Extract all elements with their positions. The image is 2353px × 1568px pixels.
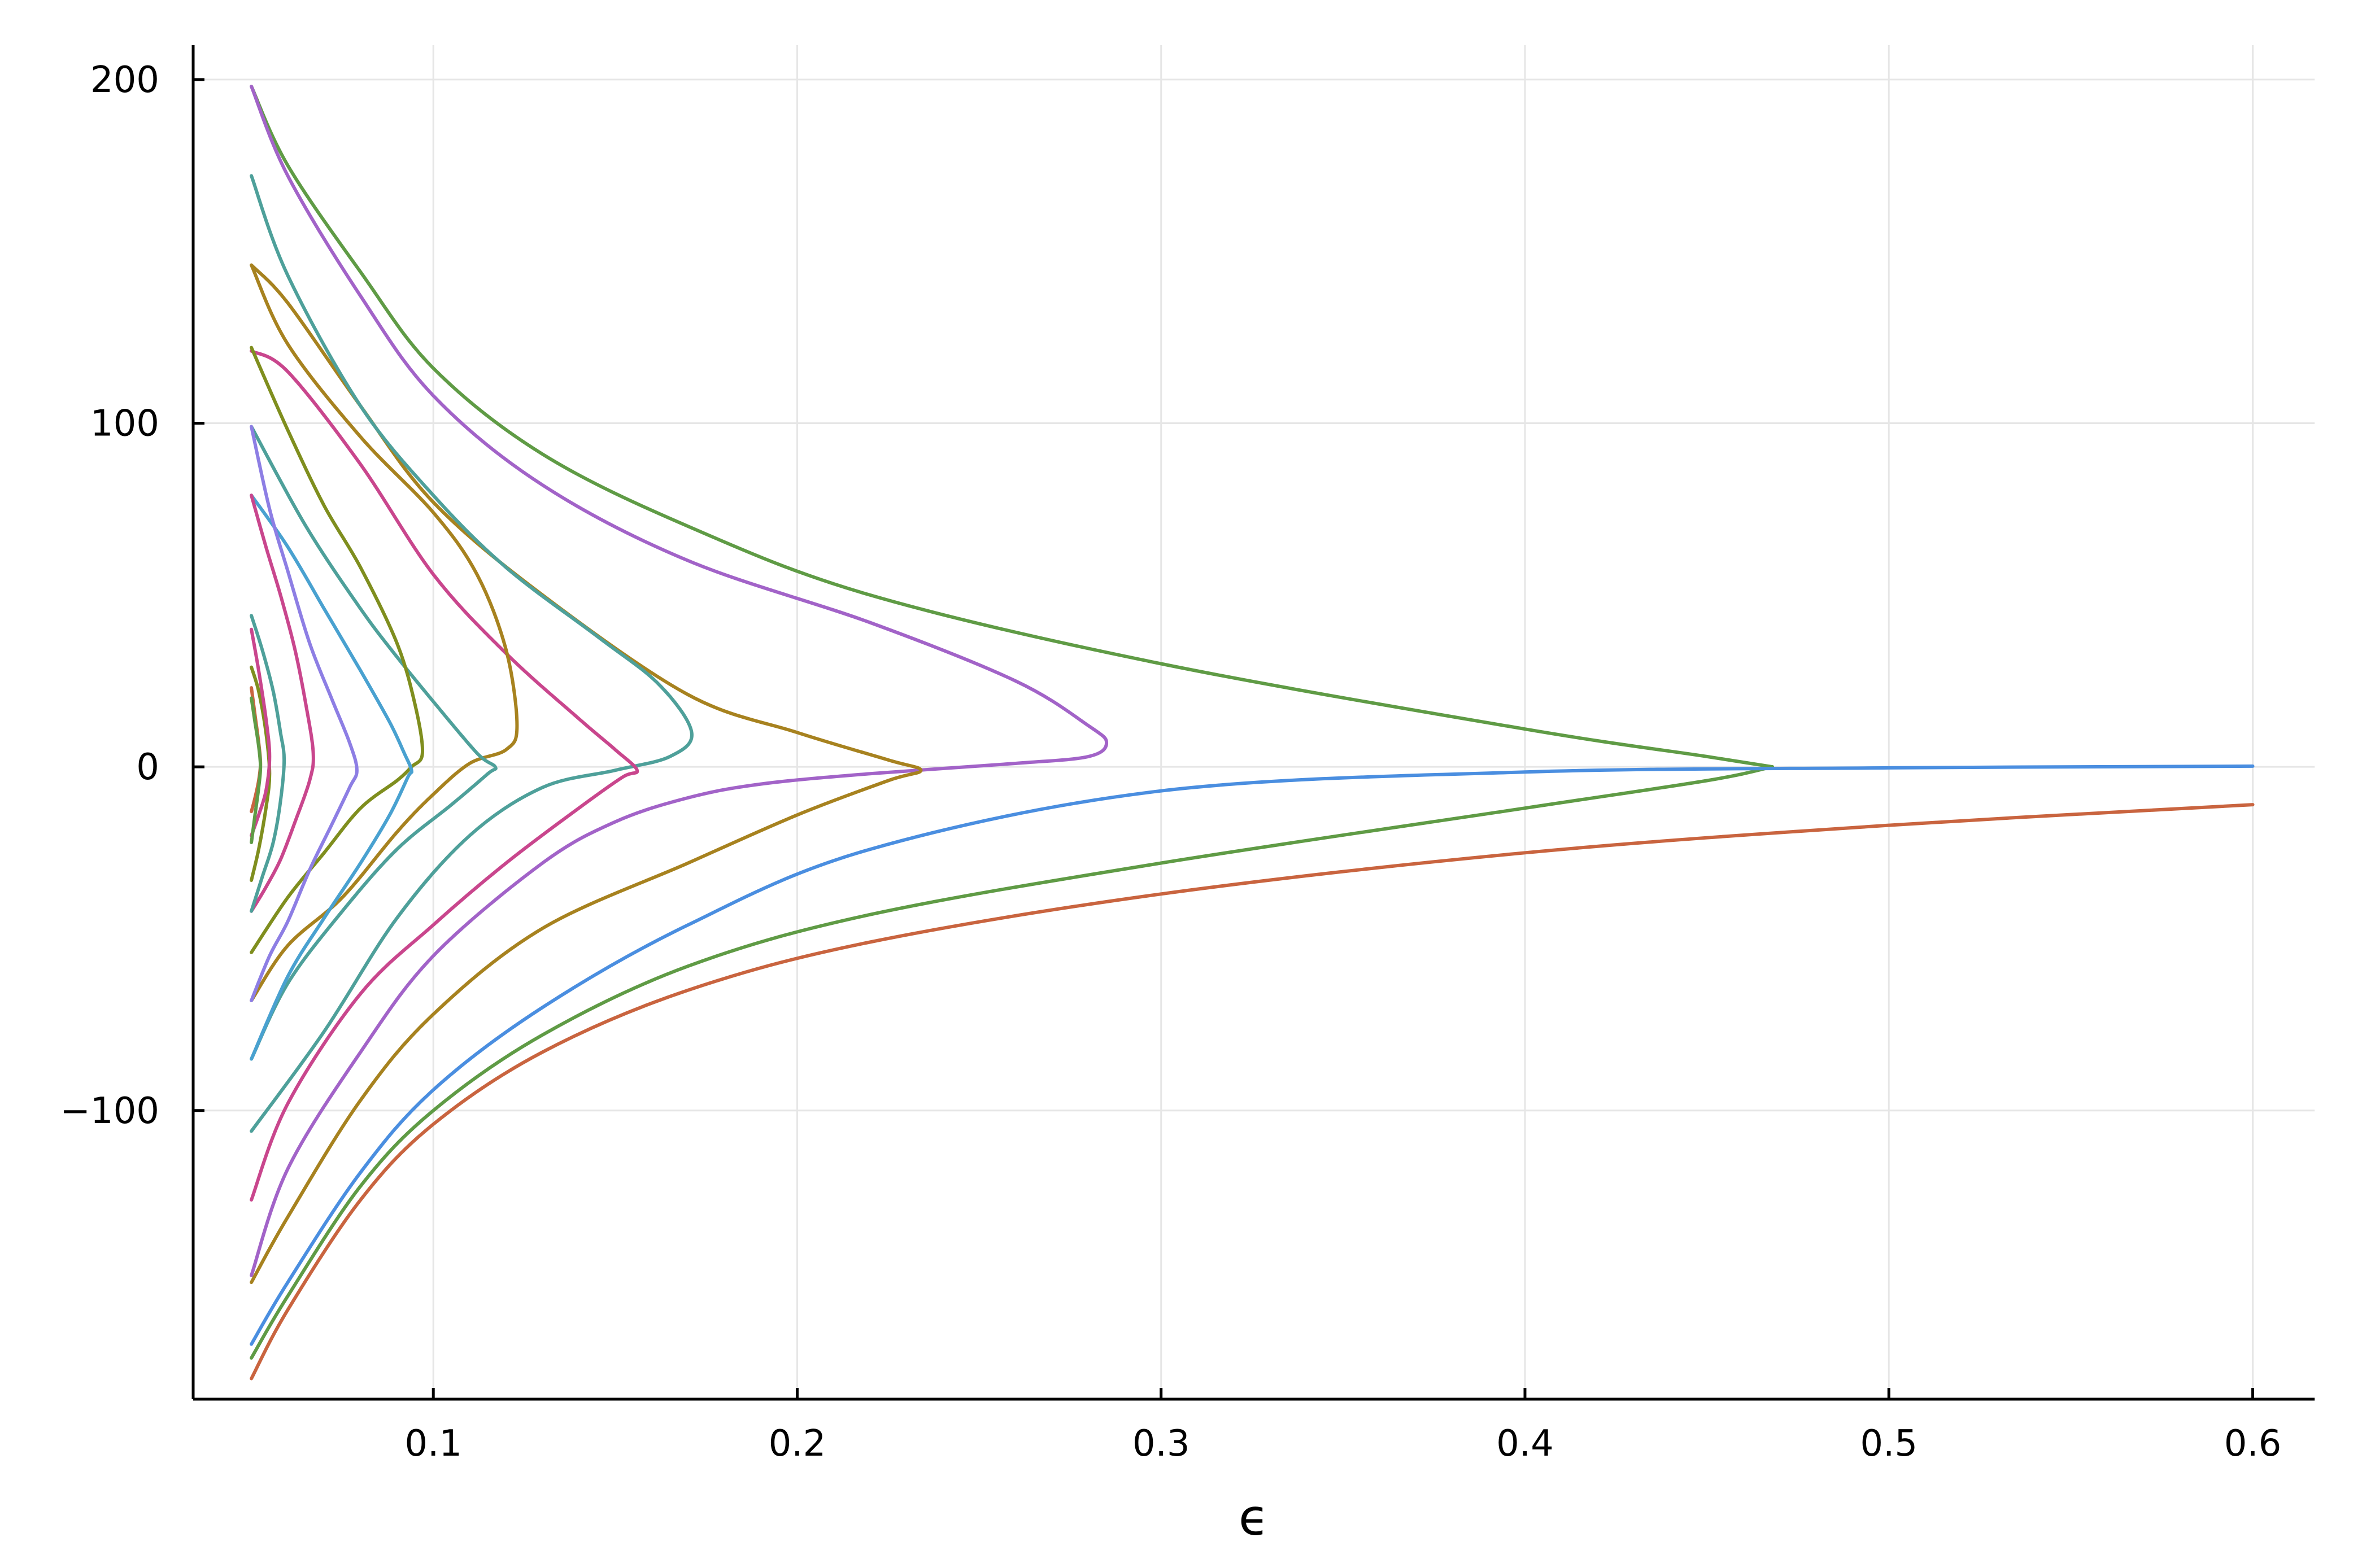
series-line-14 [250,493,315,913]
y-tick-label: −100 [60,1090,159,1132]
series-line-6 [250,263,923,1285]
series-line-17 [250,627,272,837]
y-tick-label: 100 [90,403,159,444]
x-tick-label: 0.2 [769,1423,826,1465]
x-axis-label: ϵ [1239,1488,1269,1547]
x-tick-label: 0.4 [1496,1423,1554,1465]
series-line-7 [250,174,694,1133]
series-line-15 [250,614,286,913]
series-line-1 [250,803,2255,1381]
series-line-19 [250,696,263,844]
series-line-2 [250,765,1775,1360]
y-tick-label: 200 [90,59,159,101]
x-tick-label: 0.5 [1860,1423,1918,1465]
axis-layer [191,45,2315,1401]
series-line-12 [250,493,413,1061]
x-tick-label: 0.6 [2224,1423,2282,1465]
series-line-4 [250,764,2255,1346]
series-line-13 [250,425,359,1002]
series-line-10 [250,425,498,1061]
series-line-5 [250,85,1109,1277]
x-tick-label: 0.1 [404,1423,462,1465]
series-line-11 [250,346,425,954]
y-tick-label: 0 [136,746,159,788]
series-line-3 [250,85,1775,769]
series-line-9 [250,263,519,1002]
series-layer [250,85,2255,1381]
x-tick-label: 0.3 [1132,1423,1190,1465]
series-line-8 [250,349,639,1202]
grid-layer [193,45,2315,1399]
tick-layer: 0.1 0.2 0.3 0.4 0.5 0.6 200 100 0 −100 [60,59,2281,1465]
